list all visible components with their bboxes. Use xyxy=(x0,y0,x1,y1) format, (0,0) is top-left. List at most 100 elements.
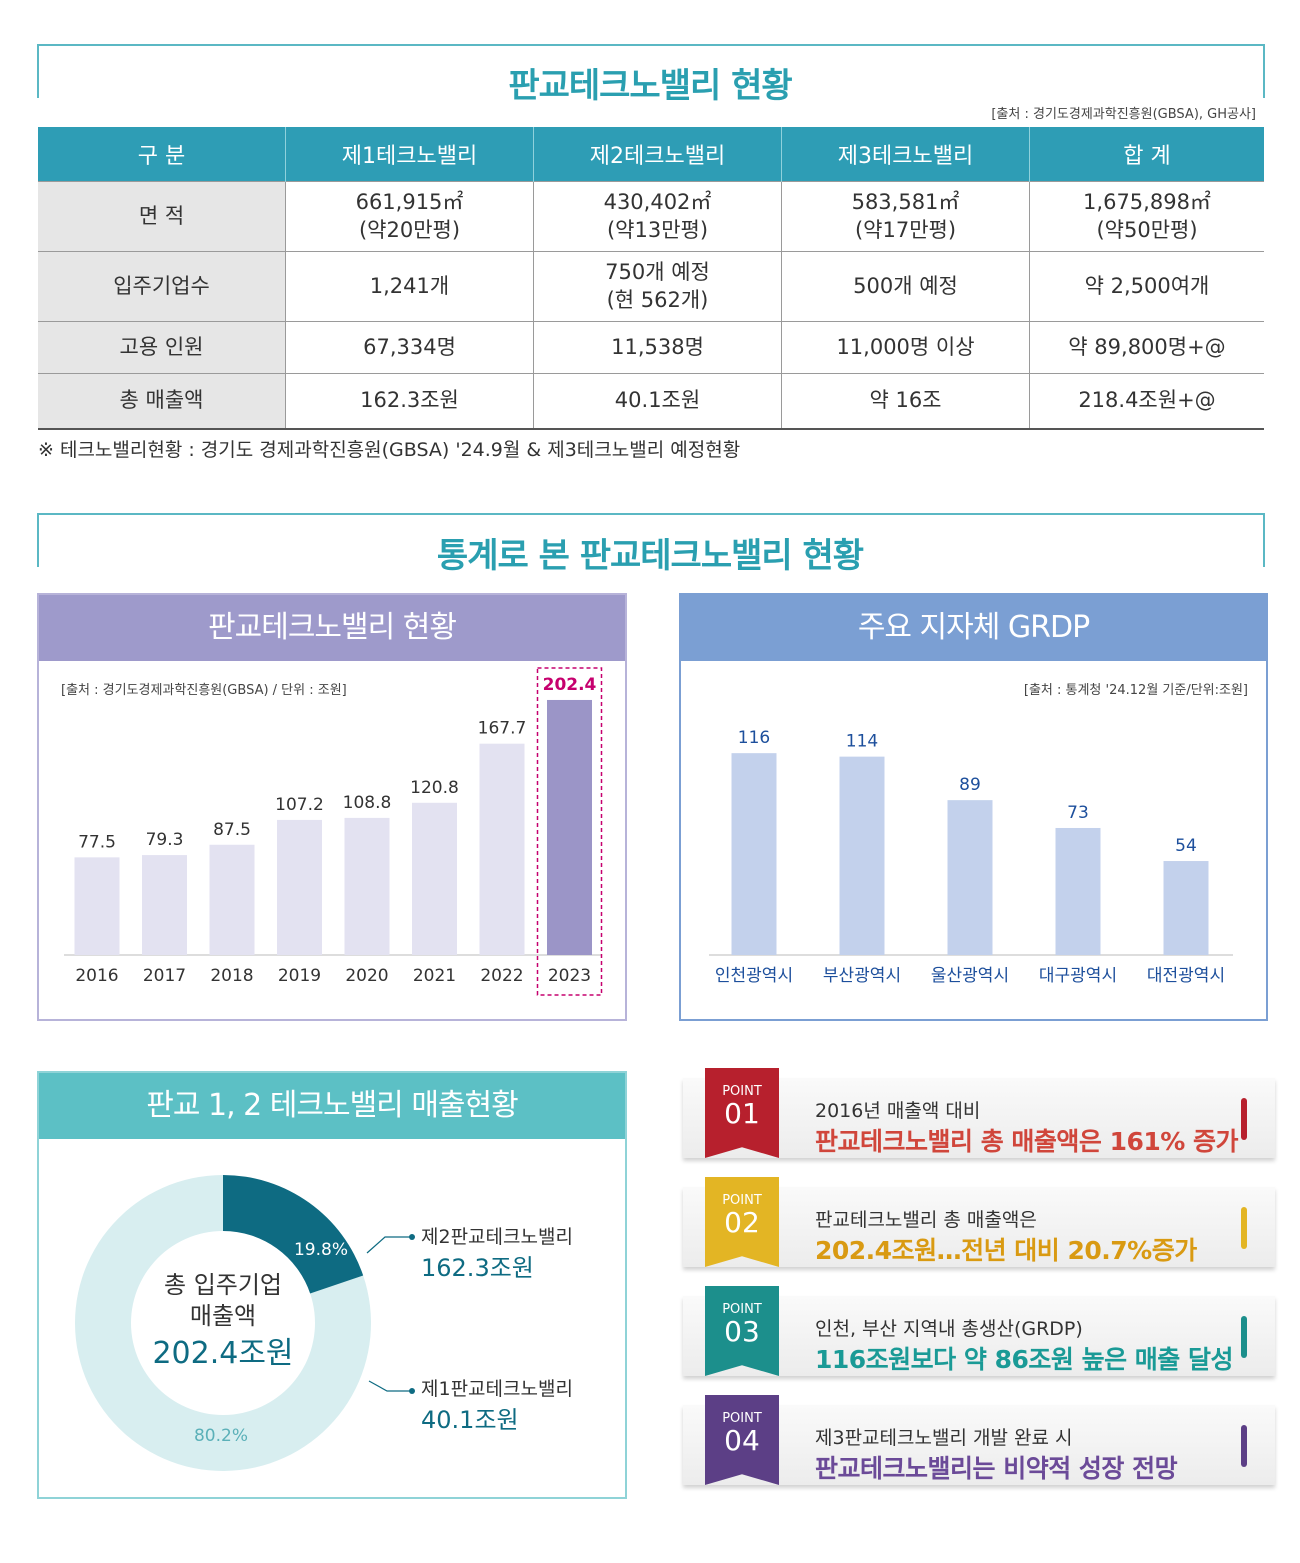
slice-value-label: 162.3조원 xyxy=(421,1254,534,1282)
table-header: 합 계 xyxy=(1029,127,1264,182)
value-label: 120.8 xyxy=(410,778,459,798)
table-cell: 218.4조원+@ xyxy=(1029,373,1264,430)
bar-부산광역시 xyxy=(839,756,885,955)
table-header: 제3테크노밸리 xyxy=(781,127,1030,182)
share-chart-box: 판교 1, 2 테크노밸리 매출현황 19.8% 80.2% 총 입주기업 매출액 20… xyxy=(37,1071,627,1499)
value-label: 73 xyxy=(1067,803,1089,823)
highlight-frame xyxy=(536,667,603,996)
bar-2019 xyxy=(277,819,322,955)
grdp-chart-source: [출처 : 통계청 '24.12월 기준/단위:조원] xyxy=(1023,683,1248,698)
point-tag: POINT 03 xyxy=(705,1286,779,1376)
value-label: 108.8 xyxy=(343,793,392,813)
point-line1: 판교테크노밸리 총 매출액은 xyxy=(815,1209,1037,1231)
point-tag-label: POINT xyxy=(722,1084,762,1099)
cell-line: 11,538명 xyxy=(611,334,704,359)
cell-line: 약 16조 xyxy=(869,388,942,413)
share-chart-title: 판교 1, 2 테크노밸리 매출현황 xyxy=(39,1073,625,1139)
table-cell: 약 89,800명+@ xyxy=(1029,321,1264,374)
cell-line: 750개 예정 xyxy=(605,260,710,285)
bar-2018 xyxy=(209,844,255,955)
table-cell: 1,241개 xyxy=(285,251,534,322)
cell-line: (약17만평) xyxy=(854,217,957,242)
bar-대전광역시 xyxy=(1163,861,1209,955)
point-line1: 제3판교테크노밸리 개발 완료 시 xyxy=(815,1427,1073,1449)
point-accent-bar xyxy=(1241,1098,1247,1140)
point-tag-label: POINT xyxy=(722,1193,762,1208)
cell-line: 40.1조원 xyxy=(614,388,701,413)
leader-dot xyxy=(409,1388,415,1394)
grdp-chart: 116 인천광역시 114 부산광역시 89 울산광역시 73 대구광역시 54 대전광역시 xyxy=(709,728,1233,986)
section2-title: 통계로 본 판교테크노밸리 현황 xyxy=(436,536,864,576)
table-row: 고용 인원 67,334명 11,538명 11,000명 이상 약 89,800명+@ xyxy=(38,321,1264,374)
table-cell: 약 2,500여개 xyxy=(1029,251,1264,322)
x-tick-label: 울산광역시 xyxy=(931,966,1009,986)
grdp-chart-title: 주요 지자체 GRDP xyxy=(681,595,1266,661)
point-line2: 판교테크노밸리는 비약적 성장 전망 xyxy=(815,1454,1178,1483)
point-tag-label: POINT xyxy=(722,1302,762,1317)
point-number: 02 xyxy=(724,1206,760,1239)
slice-제1판교테크노밸리 xyxy=(75,1175,372,1471)
table-row: 입주기업수 1,241개 750개 예정 (현 562개) 500개 예정 약 2,500… xyxy=(38,251,1264,322)
x-tick-label: 대전광역시 xyxy=(1147,966,1225,986)
leader-dot xyxy=(409,1234,415,1240)
revenue-chart-source: [출처 : 경기도경제과학진흥원(GBSA) / 단위 : 조원] xyxy=(61,683,347,698)
table-cell: 583,581㎡ (약17만평) xyxy=(781,181,1030,252)
cell-line: 162.3조원 xyxy=(360,388,459,413)
bar-2020 xyxy=(344,817,390,955)
table-header: 제1테크노밸리 xyxy=(285,127,534,182)
point-line1: 2016년 매출액 대비 xyxy=(815,1100,981,1122)
x-tick-label: 2017 xyxy=(143,966,186,986)
x-tick-label: 2019 xyxy=(278,966,321,986)
cell-line: (약13만평) xyxy=(606,217,709,242)
value-label: 202.4 xyxy=(543,675,597,695)
cell-line: 1,241개 xyxy=(369,273,450,298)
center-label: 매출액 xyxy=(190,1302,256,1330)
x-tick-label: 2023 xyxy=(548,966,591,986)
x-tick-label: 2018 xyxy=(210,966,253,986)
point-accent-bar xyxy=(1241,1316,1247,1358)
table-cell: 661,915㎡ (약20만평) xyxy=(285,181,534,252)
leader-line xyxy=(366,1236,411,1254)
table-cell: 500개 예정 xyxy=(781,251,1030,322)
cell-line: (약50만평) xyxy=(1096,217,1198,242)
bar-2023 xyxy=(547,699,592,955)
cell-line: 218.4조원+@ xyxy=(1078,388,1216,413)
slice-name-label: 제1판교테크노밸리 xyxy=(421,1378,573,1400)
cell-line: 67,334명 xyxy=(363,334,456,359)
cell-line: 661,915㎡ xyxy=(355,190,464,215)
row-label: 입주기업수 xyxy=(38,251,286,322)
table-note: ※ 테크노밸리현황 : 경기도 경제과학진흥원(GBSA) '24.9월 & 제… xyxy=(38,439,741,461)
bar-인천광역시 xyxy=(731,753,777,955)
section1-frame xyxy=(37,44,1265,98)
bar-2017 xyxy=(142,855,187,955)
section1-source: [출처 : 경기도경제과학진흥원(GBSA), GH공사] xyxy=(991,107,1256,122)
value-label: 77.5 xyxy=(78,832,116,852)
center-label: 202.4조원 xyxy=(152,1336,293,1371)
value-label: 87.5 xyxy=(213,820,251,840)
cell-line: 약 89,800명+@ xyxy=(1068,334,1226,359)
row-label: 총 매출액 xyxy=(38,373,286,430)
section1-title: 판교테크노밸리 현황 xyxy=(508,66,792,106)
cell-line: (현 562개) xyxy=(606,287,709,312)
x-tick-label: 2020 xyxy=(345,966,388,986)
table-cell: 162.3조원 xyxy=(285,373,534,430)
point-item: POINT 01 2016년 매출액 대비 판교테크노밸리 총 매출액은 161… xyxy=(683,1068,1275,1158)
revenue-chart: 77.5 2016 79.3 2017 87.5 2018 107.2 2019 108.8 20… xyxy=(64,667,603,996)
table-header: 구 분 xyxy=(38,127,286,182)
point-number: 04 xyxy=(724,1424,760,1457)
x-tick-label: 대구광역시 xyxy=(1039,966,1117,986)
value-label: 89 xyxy=(959,775,981,795)
point-tag: POINT 02 xyxy=(705,1177,779,1267)
revenue-chart-box: 판교테크노밸리 현황 [출처 : 경기도경제과학진흥원(GBSA) / 단위 :… xyxy=(37,593,627,1021)
table-cell: 약 16조 xyxy=(781,373,1030,430)
point-accent-bar xyxy=(1241,1425,1247,1467)
row-label: 면 적 xyxy=(38,181,286,252)
leader-line xyxy=(368,1380,411,1392)
table-row: 면 적 661,915㎡ (약20만평) 430,402㎡ (약13만평) 583,581… xyxy=(38,181,1264,252)
bar-2022 xyxy=(479,743,525,955)
x-tick-label: 2016 xyxy=(75,966,118,986)
point-number: 03 xyxy=(724,1315,760,1348)
table-row: 총 매출액 162.3조원 40.1조원 약 16조 218.4조원+@ xyxy=(38,373,1264,430)
value-label: 107.2 xyxy=(275,795,324,815)
